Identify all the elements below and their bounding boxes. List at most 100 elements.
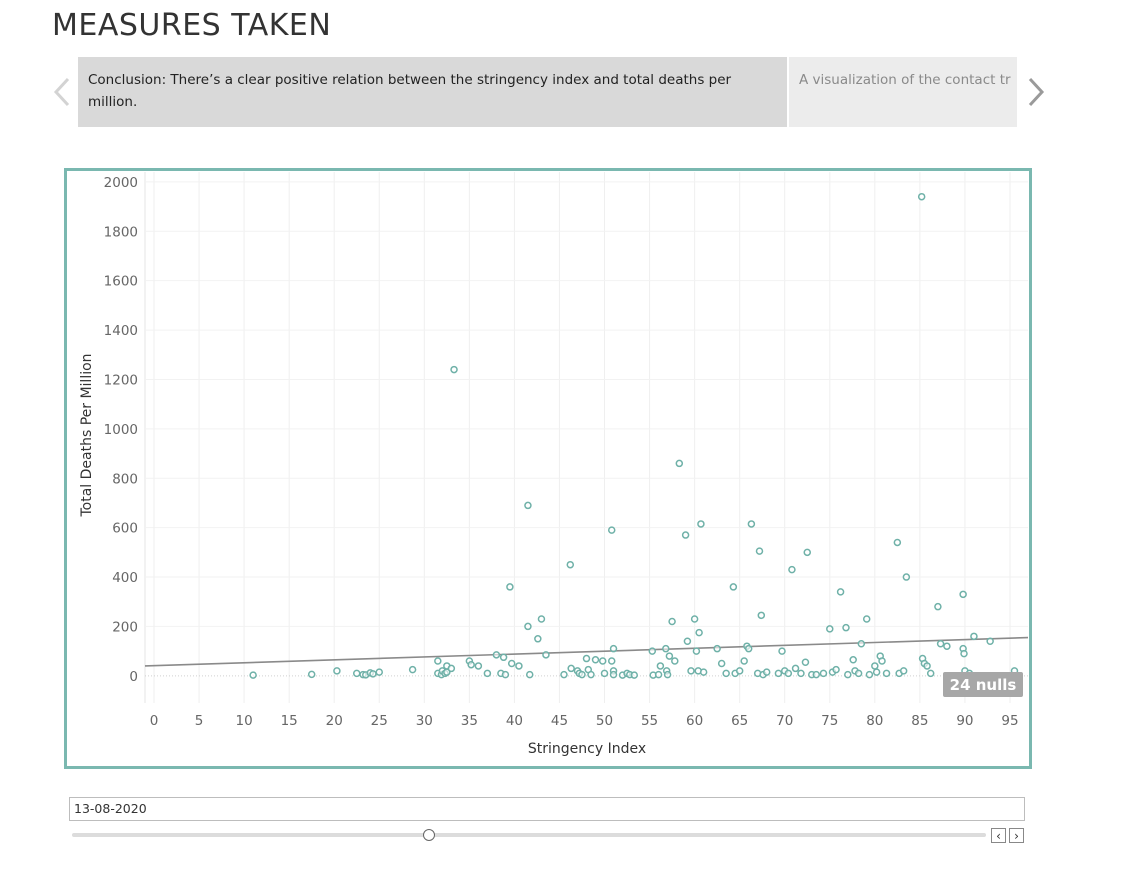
data-point[interactable] (656, 662, 665, 670)
data-point[interactable] (960, 649, 968, 658)
data-point[interactable] (854, 669, 863, 678)
data-point[interactable] (862, 615, 871, 623)
data-point[interactable] (333, 667, 341, 675)
data-point[interactable] (826, 625, 834, 633)
data-point[interactable] (819, 669, 828, 678)
data-point[interactable] (849, 656, 857, 664)
data-point[interactable] (791, 664, 800, 673)
data-point[interactable] (722, 669, 730, 678)
data-point[interactable] (630, 671, 639, 679)
data-point[interactable] (762, 668, 771, 676)
data-point[interactable] (699, 668, 708, 676)
data-point[interactable] (607, 657, 616, 665)
data-point[interactable] (600, 669, 609, 678)
date-slider-handle[interactable] (423, 829, 436, 841)
data-point[interactable] (832, 665, 840, 674)
data-point[interactable] (713, 644, 721, 653)
data-point[interactable] (774, 669, 783, 678)
data-point[interactable] (249, 671, 257, 679)
data-points[interactable] (249, 192, 1019, 679)
data-point[interactable] (986, 637, 994, 646)
data-point[interactable] (578, 670, 586, 679)
data-point[interactable] (501, 670, 510, 679)
data-point[interactable] (934, 602, 942, 611)
data-point[interactable] (499, 653, 508, 662)
data-point[interactable] (695, 628, 703, 637)
data-point[interactable] (778, 647, 786, 655)
data-point[interactable] (917, 192, 926, 201)
data-point[interactable] (970, 632, 978, 641)
data-point[interactable] (307, 670, 316, 679)
data-point[interactable] (587, 670, 595, 679)
data-point[interactable] (755, 547, 764, 555)
data-point[interactable] (524, 622, 532, 631)
data-point[interactable] (681, 531, 690, 539)
data-point[interactable] (591, 656, 600, 664)
data-point[interactable] (375, 668, 384, 676)
data-point[interactable] (537, 615, 546, 623)
data-point[interactable] (878, 657, 886, 665)
data-point[interactable] (665, 652, 674, 660)
data-point[interactable] (483, 669, 492, 678)
data-point[interactable] (801, 658, 810, 666)
data-point[interactable] (352, 669, 361, 678)
story-next-arrow-icon[interactable] (1020, 74, 1050, 110)
data-point[interactable] (687, 667, 695, 675)
data-point[interactable] (757, 611, 766, 620)
data-point[interactable] (467, 660, 475, 669)
data-point[interactable] (690, 615, 699, 623)
data-point[interactable] (788, 565, 796, 574)
data-point[interactable] (943, 642, 951, 650)
data-point[interactable] (735, 667, 744, 675)
data-point[interactable] (717, 659, 726, 668)
data-point[interactable] (844, 670, 852, 679)
data-point[interactable] (408, 665, 417, 674)
date-slider-track[interactable] (72, 833, 986, 837)
data-point[interactable] (663, 670, 672, 679)
data-point[interactable] (744, 644, 753, 653)
data-point[interactable] (871, 662, 879, 670)
data-point[interactable] (369, 670, 377, 678)
date-step-forward-button[interactable]: › (1009, 828, 1024, 843)
data-point[interactable] (648, 647, 657, 655)
data-point[interactable] (675, 459, 684, 468)
data-point[interactable] (668, 617, 676, 626)
data-point[interactable] (566, 560, 575, 569)
data-point[interactable] (836, 588, 845, 596)
story-prev-arrow-icon[interactable] (48, 74, 78, 110)
data-point[interactable] (447, 664, 456, 673)
data-point[interactable] (515, 662, 523, 670)
data-point[interactable] (740, 657, 748, 665)
data-point[interactable] (797, 669, 805, 678)
data-point[interactable] (899, 667, 908, 675)
date-step-back-button[interactable]: ‹ (991, 828, 1006, 843)
data-point[interactable] (598, 657, 607, 665)
data-point[interactable] (842, 623, 850, 632)
data-point[interactable] (803, 548, 811, 557)
data-point[interactable] (865, 670, 874, 679)
data-point[interactable] (434, 657, 442, 665)
data-point[interactable] (671, 657, 679, 665)
data-point[interactable] (654, 670, 663, 679)
data-point[interactable] (524, 501, 532, 510)
data-point[interactable] (525, 670, 534, 679)
data-point[interactable] (729, 583, 738, 591)
data-point[interactable] (692, 647, 701, 655)
data-point[interactable] (450, 365, 458, 374)
data-point[interactable] (507, 659, 516, 668)
data-point[interactable] (936, 639, 945, 648)
story-point-next[interactable]: A visualization of the contact tr (789, 57, 1017, 127)
data-point[interactable] (474, 662, 483, 670)
data-point[interactable] (902, 573, 911, 581)
data-point[interactable] (812, 670, 821, 679)
data-point[interactable] (609, 644, 618, 653)
data-point[interactable] (492, 651, 501, 659)
data-point[interactable] (534, 635, 542, 643)
nulls-indicator[interactable]: 24 nulls (943, 672, 1023, 697)
data-point[interactable] (662, 644, 670, 653)
data-point[interactable] (926, 669, 935, 678)
data-point[interactable] (857, 639, 866, 648)
data-point[interactable] (567, 664, 575, 673)
data-point[interactable] (506, 583, 514, 591)
data-point[interactable] (923, 662, 931, 670)
